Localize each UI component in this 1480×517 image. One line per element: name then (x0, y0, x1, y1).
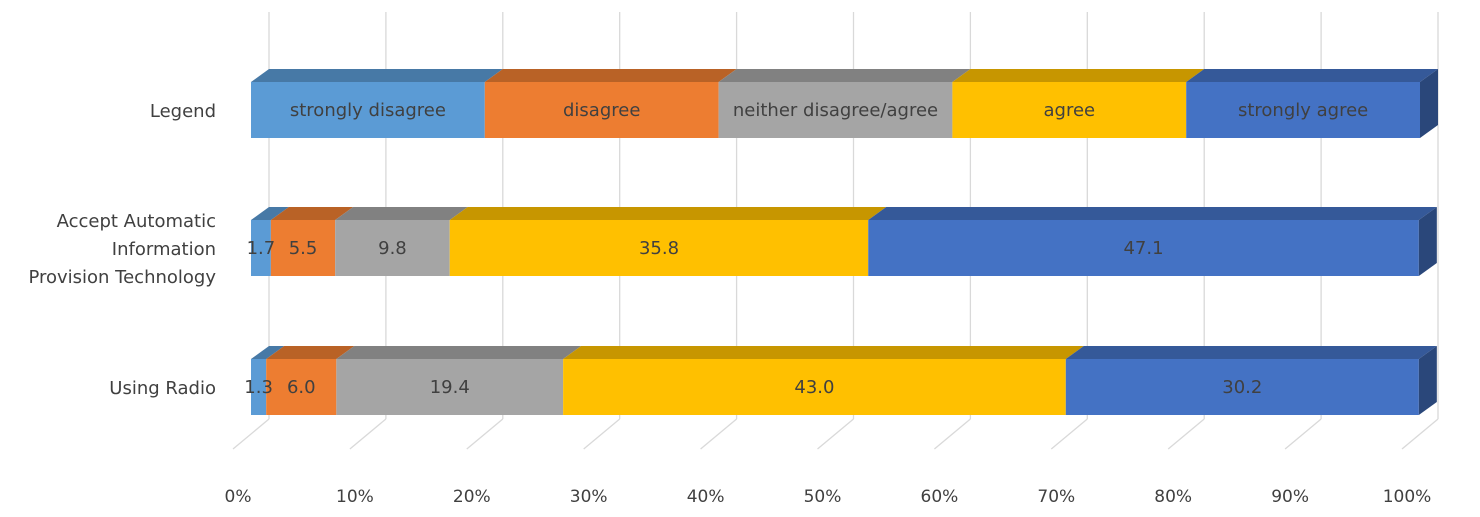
bar-segment-top (1186, 69, 1438, 82)
bar-segment (718, 82, 953, 138)
data-label: neither disagree/agree (733, 100, 938, 121)
x-tick-label: 100% (1383, 487, 1432, 507)
floor-gridline (583, 418, 621, 450)
x-tick-label: 90% (1271, 487, 1309, 507)
bar-segment (449, 220, 869, 276)
data-label: agree (1043, 100, 1095, 121)
bar-segment-top (952, 69, 1205, 82)
x-tick-label: 50% (804, 487, 842, 507)
data-label: 47.1 (1123, 238, 1163, 259)
data-label: 5.5 (289, 238, 318, 259)
bar-segment (251, 359, 267, 415)
bar-segment (266, 359, 337, 415)
x-axis-ticks: 0% 10% 20% 30% 40% 50% 60% 70% 80% 90% 100% (225, 487, 1432, 507)
bar-segment-top (336, 346, 582, 359)
bar-segment-top (270, 207, 354, 220)
floor-gridline (232, 418, 270, 450)
x-tick-label: 0% (225, 487, 252, 507)
bar-segment-top (251, 207, 289, 220)
floor-gridline (700, 418, 738, 450)
bar-segment (336, 359, 564, 415)
floor-gridline (817, 418, 854, 450)
x-tick-label: 70% (1037, 487, 1075, 507)
data-label: 9.8 (378, 238, 407, 259)
y-category-label: Information (112, 239, 216, 260)
data-label: 1.7 (247, 238, 276, 259)
bar-segment (1186, 82, 1420, 138)
bar-segment (484, 82, 719, 138)
x-tick-label: 60% (921, 487, 959, 507)
bar-segment (335, 220, 450, 276)
bar-segment-top (484, 69, 737, 82)
x-tick-label: 80% (1154, 487, 1192, 507)
bar-segment-top (266, 346, 355, 359)
x-tick-label: 10% (336, 487, 374, 507)
bar-side-face (1418, 207, 1437, 276)
x-tick-label: 30% (570, 487, 608, 507)
data-label: disagree (563, 100, 640, 121)
bar-side-face (1420, 69, 1438, 138)
bar-segment (270, 220, 336, 276)
bars: strongly disagree disagree neither disagre… (244, 69, 1438, 415)
floor-gridline (1284, 418, 1322, 450)
bar-segment (952, 82, 1187, 138)
y-category-label: Provision Technology (28, 267, 216, 288)
bar-segment-top (251, 346, 285, 359)
bar-segment-top (449, 207, 887, 220)
floor-gridline (349, 418, 387, 450)
bar-side-face (1418, 346, 1437, 415)
bar-segment-top (1065, 346, 1437, 359)
bar-segment (868, 220, 1419, 276)
bar-segment-top (335, 207, 468, 220)
data-label: 19.4 (430, 377, 470, 398)
x-tick-label: 20% (453, 487, 491, 507)
x-tick-label: 40% (687, 487, 725, 507)
y-axis-categories: Legend Accept Automatic Information Provisi… (28, 101, 216, 399)
bar-segment (251, 82, 485, 138)
y-category-label: Legend (150, 101, 216, 122)
floor-gridline (466, 418, 504, 450)
data-label: 35.8 (639, 238, 679, 259)
bar-segment (563, 359, 1066, 415)
floor-gridline (1050, 418, 1088, 450)
floor-gridline (933, 418, 971, 450)
y-category-label: Using Radio (109, 378, 216, 399)
bar-segment (251, 220, 271, 276)
bar-segment-top (251, 69, 503, 82)
data-label: 30.2 (1222, 377, 1262, 398)
data-label: 1.3 (244, 377, 273, 398)
data-label: strongly agree (1238, 100, 1368, 121)
data-label: 43.0 (794, 377, 834, 398)
floor-gridline (1167, 418, 1205, 450)
y-category-label: Accept Automatic (57, 211, 216, 232)
data-label: 6.0 (287, 377, 316, 398)
bar-segment-top (868, 207, 1437, 220)
bar-segment-top (563, 346, 1084, 359)
bar-segment (1065, 359, 1419, 415)
floor-gridline (1401, 418, 1439, 450)
bar-segment-top (718, 69, 971, 82)
data-label: strongly disagree (290, 100, 446, 121)
